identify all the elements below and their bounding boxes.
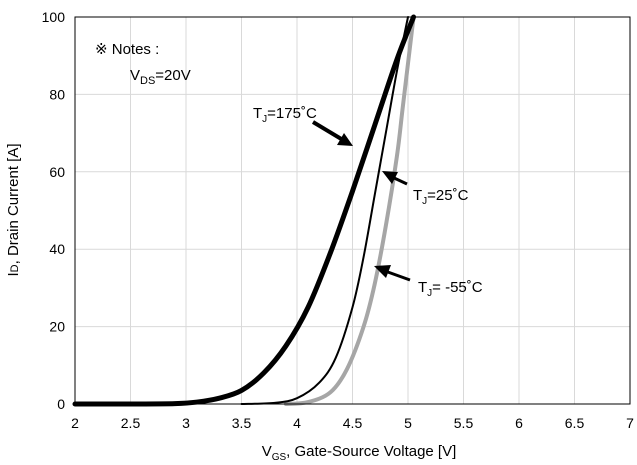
notes-vds: VDS=20V xyxy=(130,67,191,87)
x-tick-label: 2 xyxy=(71,415,79,431)
y-tick-label: 20 xyxy=(49,319,65,335)
label-tj-175-sub: J xyxy=(262,114,267,125)
label-tj-25: TJ=25˚C xyxy=(413,187,469,207)
label-tj-25-rest: =25˚C xyxy=(427,187,468,204)
plot-frame xyxy=(74,16,631,405)
label-tj-175: TJ=175˚C xyxy=(253,105,317,125)
x-tick-label: 5.5 xyxy=(454,415,474,431)
series-tj-25-curve xyxy=(240,16,409,405)
arrow-tj-175 xyxy=(311,120,353,146)
y-tick-label: 60 xyxy=(49,164,65,180)
y-axis-ticks: 0 20 40 60 80 100 xyxy=(42,9,66,412)
x-tick-label: 4 xyxy=(293,415,301,431)
y-axis-label-small: D xyxy=(9,264,21,272)
label-tj-175-rest: =175˚C xyxy=(267,105,317,122)
label-tj-25-main: T xyxy=(413,187,422,204)
x-tick-label: 3.5 xyxy=(232,415,252,431)
notes-title: ※ Notes : xyxy=(95,41,159,58)
y-axis-label-main: I xyxy=(5,272,22,276)
x-tick-label: 5 xyxy=(404,415,412,431)
label-tj-minus55-rest: = -55˚C xyxy=(432,279,483,296)
arrow-tj-25 xyxy=(382,171,408,186)
label-tj-minus55: TJ= -55˚C xyxy=(418,279,483,299)
arrow-tj-minus55 xyxy=(374,265,411,282)
x-axis-label-main: V xyxy=(262,443,272,460)
x-tick-label: 6.5 xyxy=(565,415,585,431)
series-tj-175-curve xyxy=(72,14,417,407)
y-tick-label: 100 xyxy=(42,9,66,25)
x-tick-label: 2.5 xyxy=(121,415,141,431)
x-axis-label-sub: GS xyxy=(272,452,287,463)
x-tick-label: 3 xyxy=(182,415,190,431)
grid-lines xyxy=(75,17,630,404)
y-tick-label: 40 xyxy=(49,241,65,257)
notes-vds-main: V xyxy=(130,67,140,84)
x-tick-label: 7 xyxy=(626,415,634,431)
y-axis-label: ID, Drain Current [A] xyxy=(5,144,22,277)
y-tick-label: 0 xyxy=(57,396,65,412)
label-tj-25-sub: J xyxy=(422,196,427,207)
series-tj-minus55-curve xyxy=(283,15,416,406)
y-tick-label: 80 xyxy=(49,86,65,102)
notes-vds-sub: DS xyxy=(140,75,155,87)
notes-vds-rest: =20V xyxy=(155,67,190,84)
x-tick-label: 4.5 xyxy=(343,415,363,431)
x-axis-ticks: 2 2.5 3 3.5 4 4.5 5 5.5 6 6.5 7 xyxy=(71,415,634,431)
x-tick-label: 6 xyxy=(515,415,523,431)
series-curves xyxy=(72,14,417,407)
label-tj-minus55-sub: J xyxy=(427,288,432,299)
label-tj-175-main: T xyxy=(253,105,262,122)
x-axis-label-rest: , Gate-Source Voltage [V] xyxy=(286,443,456,460)
y-axis-label-rest: , Drain Current [A] xyxy=(5,144,22,265)
label-tj-minus55-main: T xyxy=(418,279,427,296)
x-axis-label: VGS, Gate-Source Voltage [V] xyxy=(262,443,457,463)
